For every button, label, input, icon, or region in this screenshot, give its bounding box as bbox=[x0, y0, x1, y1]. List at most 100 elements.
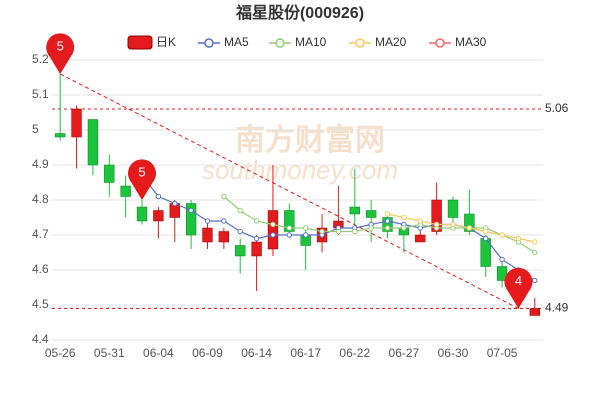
ma-point bbox=[401, 225, 407, 231]
candle-body bbox=[120, 185, 131, 197]
ma-point bbox=[286, 232, 293, 238]
ma-line bbox=[223, 196, 536, 254]
ma-point bbox=[352, 228, 358, 235]
ma-point bbox=[270, 232, 276, 238]
candle-body bbox=[136, 206, 148, 222]
pin-label: 5 bbox=[57, 38, 64, 53]
candle-body bbox=[251, 241, 262, 257]
ma-line bbox=[387, 213, 535, 243]
candle-body bbox=[71, 108, 82, 138]
ma-point bbox=[172, 200, 178, 207]
ma-point bbox=[466, 225, 473, 231]
ma-point bbox=[384, 211, 391, 217]
candle-body bbox=[185, 203, 197, 236]
watermark: 南方财富网 bbox=[235, 123, 385, 157]
ma-point bbox=[204, 218, 211, 224]
candle-body bbox=[218, 231, 230, 243]
watermark: southmoney.com bbox=[202, 155, 398, 185]
ma-point bbox=[532, 249, 538, 256]
candle-body bbox=[104, 164, 115, 183]
ma-point bbox=[384, 218, 391, 224]
legend-candle bbox=[127, 35, 153, 50]
candle-body bbox=[447, 199, 459, 218]
x-tick-label: 06-09 bbox=[192, 346, 223, 360]
ma-point bbox=[433, 221, 440, 228]
ma-point bbox=[302, 225, 309, 231]
ma-point bbox=[532, 239, 538, 245]
x-tick-label: 06-30 bbox=[438, 346, 469, 360]
candle-body bbox=[529, 308, 540, 316]
x-tick-label: 05-26 bbox=[45, 346, 76, 360]
pin-label: 5 bbox=[138, 164, 145, 179]
candle-body bbox=[235, 245, 246, 257]
candle-body bbox=[382, 217, 393, 232]
ma-point bbox=[237, 228, 243, 235]
ma-point bbox=[499, 232, 505, 238]
ma-point bbox=[401, 214, 407, 221]
ma-point bbox=[188, 207, 194, 214]
reference-label: 4.49 bbox=[545, 301, 569, 315]
candle-body bbox=[349, 206, 360, 215]
candle-body bbox=[55, 133, 66, 138]
ma-point bbox=[155, 193, 162, 200]
ma-point bbox=[515, 235, 522, 242]
y-tick-label: 4.8 bbox=[32, 192, 49, 206]
reference-label: 5.06 bbox=[545, 101, 569, 115]
pin-marker bbox=[504, 267, 533, 309]
y-tick-label: 4.7 bbox=[32, 227, 49, 241]
x-tick-label: 06-04 bbox=[143, 346, 174, 360]
x-tick-label: 05-31 bbox=[94, 346, 125, 360]
x-tick-label: 07-05 bbox=[487, 346, 518, 360]
candle-body bbox=[153, 210, 164, 222]
ma-point bbox=[270, 221, 276, 228]
candle-body bbox=[464, 213, 475, 232]
candle-body bbox=[431, 199, 442, 232]
legend-label: MA20 bbox=[375, 35, 407, 49]
legend-label: 日K bbox=[156, 35, 176, 49]
x-tick-label: 06-27 bbox=[389, 346, 420, 360]
ma-point bbox=[286, 225, 293, 231]
candle-body bbox=[87, 119, 99, 166]
ma-point bbox=[499, 256, 505, 263]
y-tick-label: 4.9 bbox=[32, 157, 49, 171]
ma-point bbox=[253, 218, 260, 224]
x-tick-label: 06-22 bbox=[339, 346, 370, 360]
legend-label: MA10 bbox=[295, 35, 327, 49]
candle-body bbox=[202, 227, 213, 243]
ma-point bbox=[253, 235, 260, 242]
ma-point bbox=[319, 228, 325, 235]
legend-dot bbox=[435, 38, 445, 48]
ma-point bbox=[450, 221, 456, 228]
ma-point bbox=[221, 193, 227, 200]
y-tick-label: 5.2 bbox=[32, 52, 49, 66]
pin-label: 4 bbox=[515, 273, 522, 288]
legend-dot bbox=[204, 38, 214, 48]
legend-label: MA5 bbox=[224, 35, 249, 49]
ma-point bbox=[302, 232, 309, 238]
pin-marker bbox=[128, 159, 157, 200]
candle-body bbox=[365, 210, 377, 218]
y-tick-label: 5 bbox=[32, 122, 39, 136]
candle-body bbox=[267, 210, 279, 250]
y-tick-label: 4.4 bbox=[32, 332, 49, 346]
legend-dot bbox=[275, 38, 285, 48]
trend-line bbox=[59, 73, 519, 309]
chart-title: 福星股份(000926) bbox=[235, 3, 364, 22]
ma-point bbox=[221, 218, 227, 224]
candle-body bbox=[415, 234, 426, 243]
y-tick-label: 4.5 bbox=[32, 297, 49, 311]
y-tick-label: 5.1 bbox=[32, 87, 49, 101]
pin-marker bbox=[46, 33, 75, 74]
legend-dot bbox=[355, 38, 365, 48]
candle-body bbox=[496, 266, 508, 281]
ma-point bbox=[237, 207, 243, 214]
ma-point bbox=[483, 235, 489, 242]
ma-point bbox=[335, 228, 342, 235]
legend-label: MA30 bbox=[455, 35, 487, 49]
ma-point bbox=[417, 218, 423, 224]
ma-point bbox=[483, 228, 489, 235]
y-tick-label: 4.6 bbox=[32, 262, 49, 276]
candle-body bbox=[284, 210, 295, 232]
ma-point bbox=[384, 225, 391, 231]
